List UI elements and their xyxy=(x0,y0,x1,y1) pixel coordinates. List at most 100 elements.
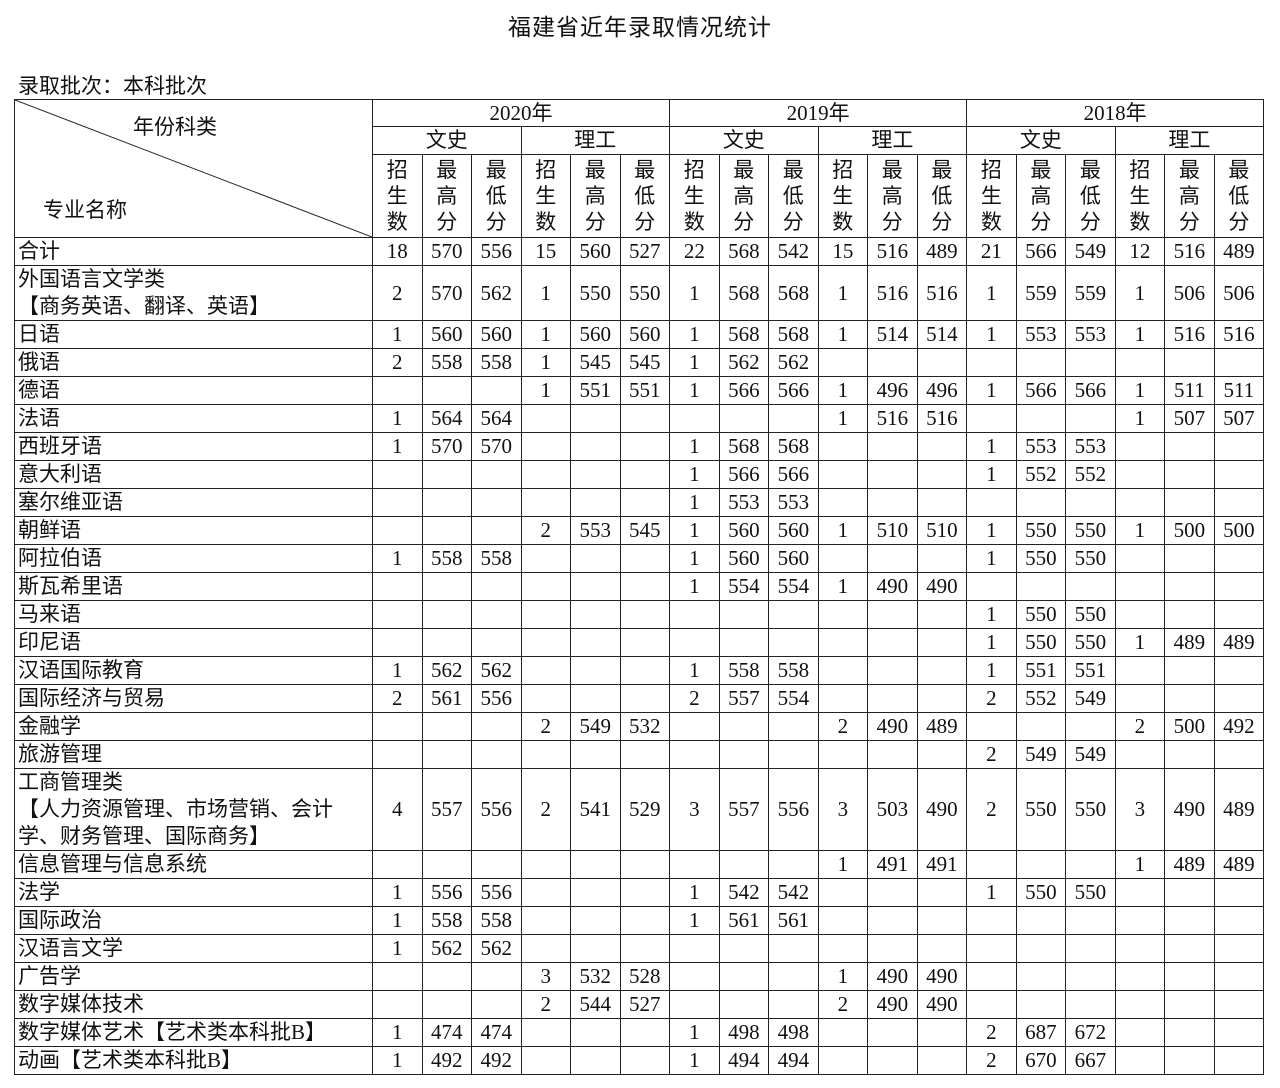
major-name-line: 信息管理与信息系统 xyxy=(18,852,207,876)
max-score xyxy=(570,1018,621,1047)
enrollment-count: 1 xyxy=(817,850,869,879)
max-score xyxy=(718,740,770,769)
column-header-label: 最低分 xyxy=(1079,158,1101,234)
min-score: 570 xyxy=(471,432,522,461)
max-score: 551 xyxy=(1015,656,1067,685)
major-name-line: 阿拉伯语 xyxy=(18,546,102,570)
major-name-line: 马来语 xyxy=(18,602,81,626)
enrollment-count xyxy=(1114,348,1166,377)
max-score: 474 xyxy=(421,1018,472,1047)
min-score xyxy=(1065,404,1116,433)
max-score: 560 xyxy=(570,237,621,266)
min-score: 556 xyxy=(471,237,522,266)
enrollment-count xyxy=(1114,432,1166,461)
max-score xyxy=(570,572,621,601)
diagonal-line xyxy=(15,100,372,237)
enrollment-count: 2 xyxy=(966,684,1017,713)
enrollment-count: 1 xyxy=(817,962,869,991)
column-header-label: 最低分 xyxy=(1228,158,1250,234)
enrollment-count xyxy=(1114,544,1166,573)
min-score: 554 xyxy=(768,684,819,713)
table-row: 日语 1 560 560 1 560 560 1 568 568 1 514 514 1 553 553 1 51… xyxy=(14,320,1265,349)
max-score: 516 xyxy=(1164,320,1215,349)
enrollment-count: 1 xyxy=(966,544,1017,573)
min-score xyxy=(916,878,968,907)
min-score: 558 xyxy=(471,348,522,377)
enrollment-count: 15 xyxy=(817,237,869,266)
max-score xyxy=(718,990,770,1019)
max-score: 549 xyxy=(1015,740,1067,769)
enrollment-count: 3 xyxy=(520,962,571,991)
min-score xyxy=(1213,656,1265,685)
enrollment-count: 2 xyxy=(669,684,720,713)
min-score xyxy=(916,684,968,713)
max-score xyxy=(718,850,770,879)
enrollment-count xyxy=(372,516,423,545)
min-score: 554 xyxy=(768,572,819,601)
min-score: 566 xyxy=(768,376,819,405)
major-name: 工商管理类 【人力资源管理、市场营销、会计 学、财务管理、国际商务】 xyxy=(14,768,373,851)
corner-top-label: 年份科类 xyxy=(133,115,217,139)
min-score: 528 xyxy=(619,962,671,991)
enrollment-count xyxy=(817,878,869,907)
max-score xyxy=(1015,404,1067,433)
max-score: 490 xyxy=(867,962,918,991)
table-row: 法语 1 564 564 1 516 516 1 507 507 xyxy=(14,404,1265,433)
min-score xyxy=(916,348,968,377)
max-score xyxy=(1164,934,1215,963)
admission-table: 年份科类 专业名称 2020年 2019年 2018年 文史 理工 文史 理工 文史 理工 招… xyxy=(14,99,1265,1075)
enrollment-count: 1 xyxy=(669,265,720,321)
enrollment-count xyxy=(1114,740,1166,769)
min-score: 490 xyxy=(916,572,968,601)
enrollment-count: 1 xyxy=(669,432,720,461)
major-name-line: 印尼语 xyxy=(18,630,81,654)
corner-header: 年份科类 专业名称 xyxy=(14,99,373,238)
min-score xyxy=(619,628,671,657)
column-header-label: 招生数 xyxy=(980,158,1002,234)
enrollment-count: 1 xyxy=(372,544,423,573)
min-score xyxy=(1213,348,1265,377)
column-header: 招生数 xyxy=(520,154,571,238)
enrollment-count xyxy=(1114,656,1166,685)
min-score: 556 xyxy=(471,684,522,713)
max-score: 570 xyxy=(421,432,472,461)
max-score xyxy=(570,740,621,769)
min-score xyxy=(619,656,671,685)
enrollment-count xyxy=(817,906,869,935)
max-score xyxy=(1164,740,1215,769)
enrollment-count: 1 xyxy=(1114,320,1166,349)
max-score: 566 xyxy=(718,460,770,489)
major-name-line: 西班牙语 xyxy=(18,434,102,458)
max-score xyxy=(867,684,918,713)
table-row: 动画【艺术类本科批B】 1 492 492 1 494 494 2 670 667 xyxy=(14,1046,1265,1075)
max-score xyxy=(570,934,621,963)
column-header-label: 最低分 xyxy=(485,158,507,234)
table-row: 国际政治 1 558 558 1 561 561 xyxy=(14,906,1265,935)
enrollment-count xyxy=(520,740,571,769)
max-score: 489 xyxy=(1164,628,1215,657)
min-score: 558 xyxy=(471,544,522,573)
min-score xyxy=(1065,572,1116,601)
major-name: 合计 xyxy=(14,237,373,266)
enrollment-count xyxy=(520,1046,571,1075)
enrollment-count xyxy=(1114,990,1166,1019)
min-score xyxy=(1213,1018,1265,1047)
enrollment-count xyxy=(520,432,571,461)
column-header-label: 最高分 xyxy=(436,158,458,234)
max-score xyxy=(570,432,621,461)
major-name: 俄语 xyxy=(14,348,373,377)
min-score xyxy=(1213,906,1265,935)
column-header-label: 最低分 xyxy=(782,158,804,234)
max-score xyxy=(867,878,918,907)
enrollment-count: 1 xyxy=(669,656,720,685)
min-score: 529 xyxy=(619,768,671,851)
max-score xyxy=(570,628,621,657)
major-name: 国际政治 xyxy=(14,906,373,935)
enrollment-count: 1 xyxy=(817,320,869,349)
enrollment-count xyxy=(1114,878,1166,907)
max-score: 566 xyxy=(718,376,770,405)
enrollment-count xyxy=(817,600,869,629)
enrollment-count: 1 xyxy=(966,265,1017,321)
enrollment-count: 1 xyxy=(372,1018,423,1047)
enrollment-count: 1 xyxy=(817,265,869,321)
